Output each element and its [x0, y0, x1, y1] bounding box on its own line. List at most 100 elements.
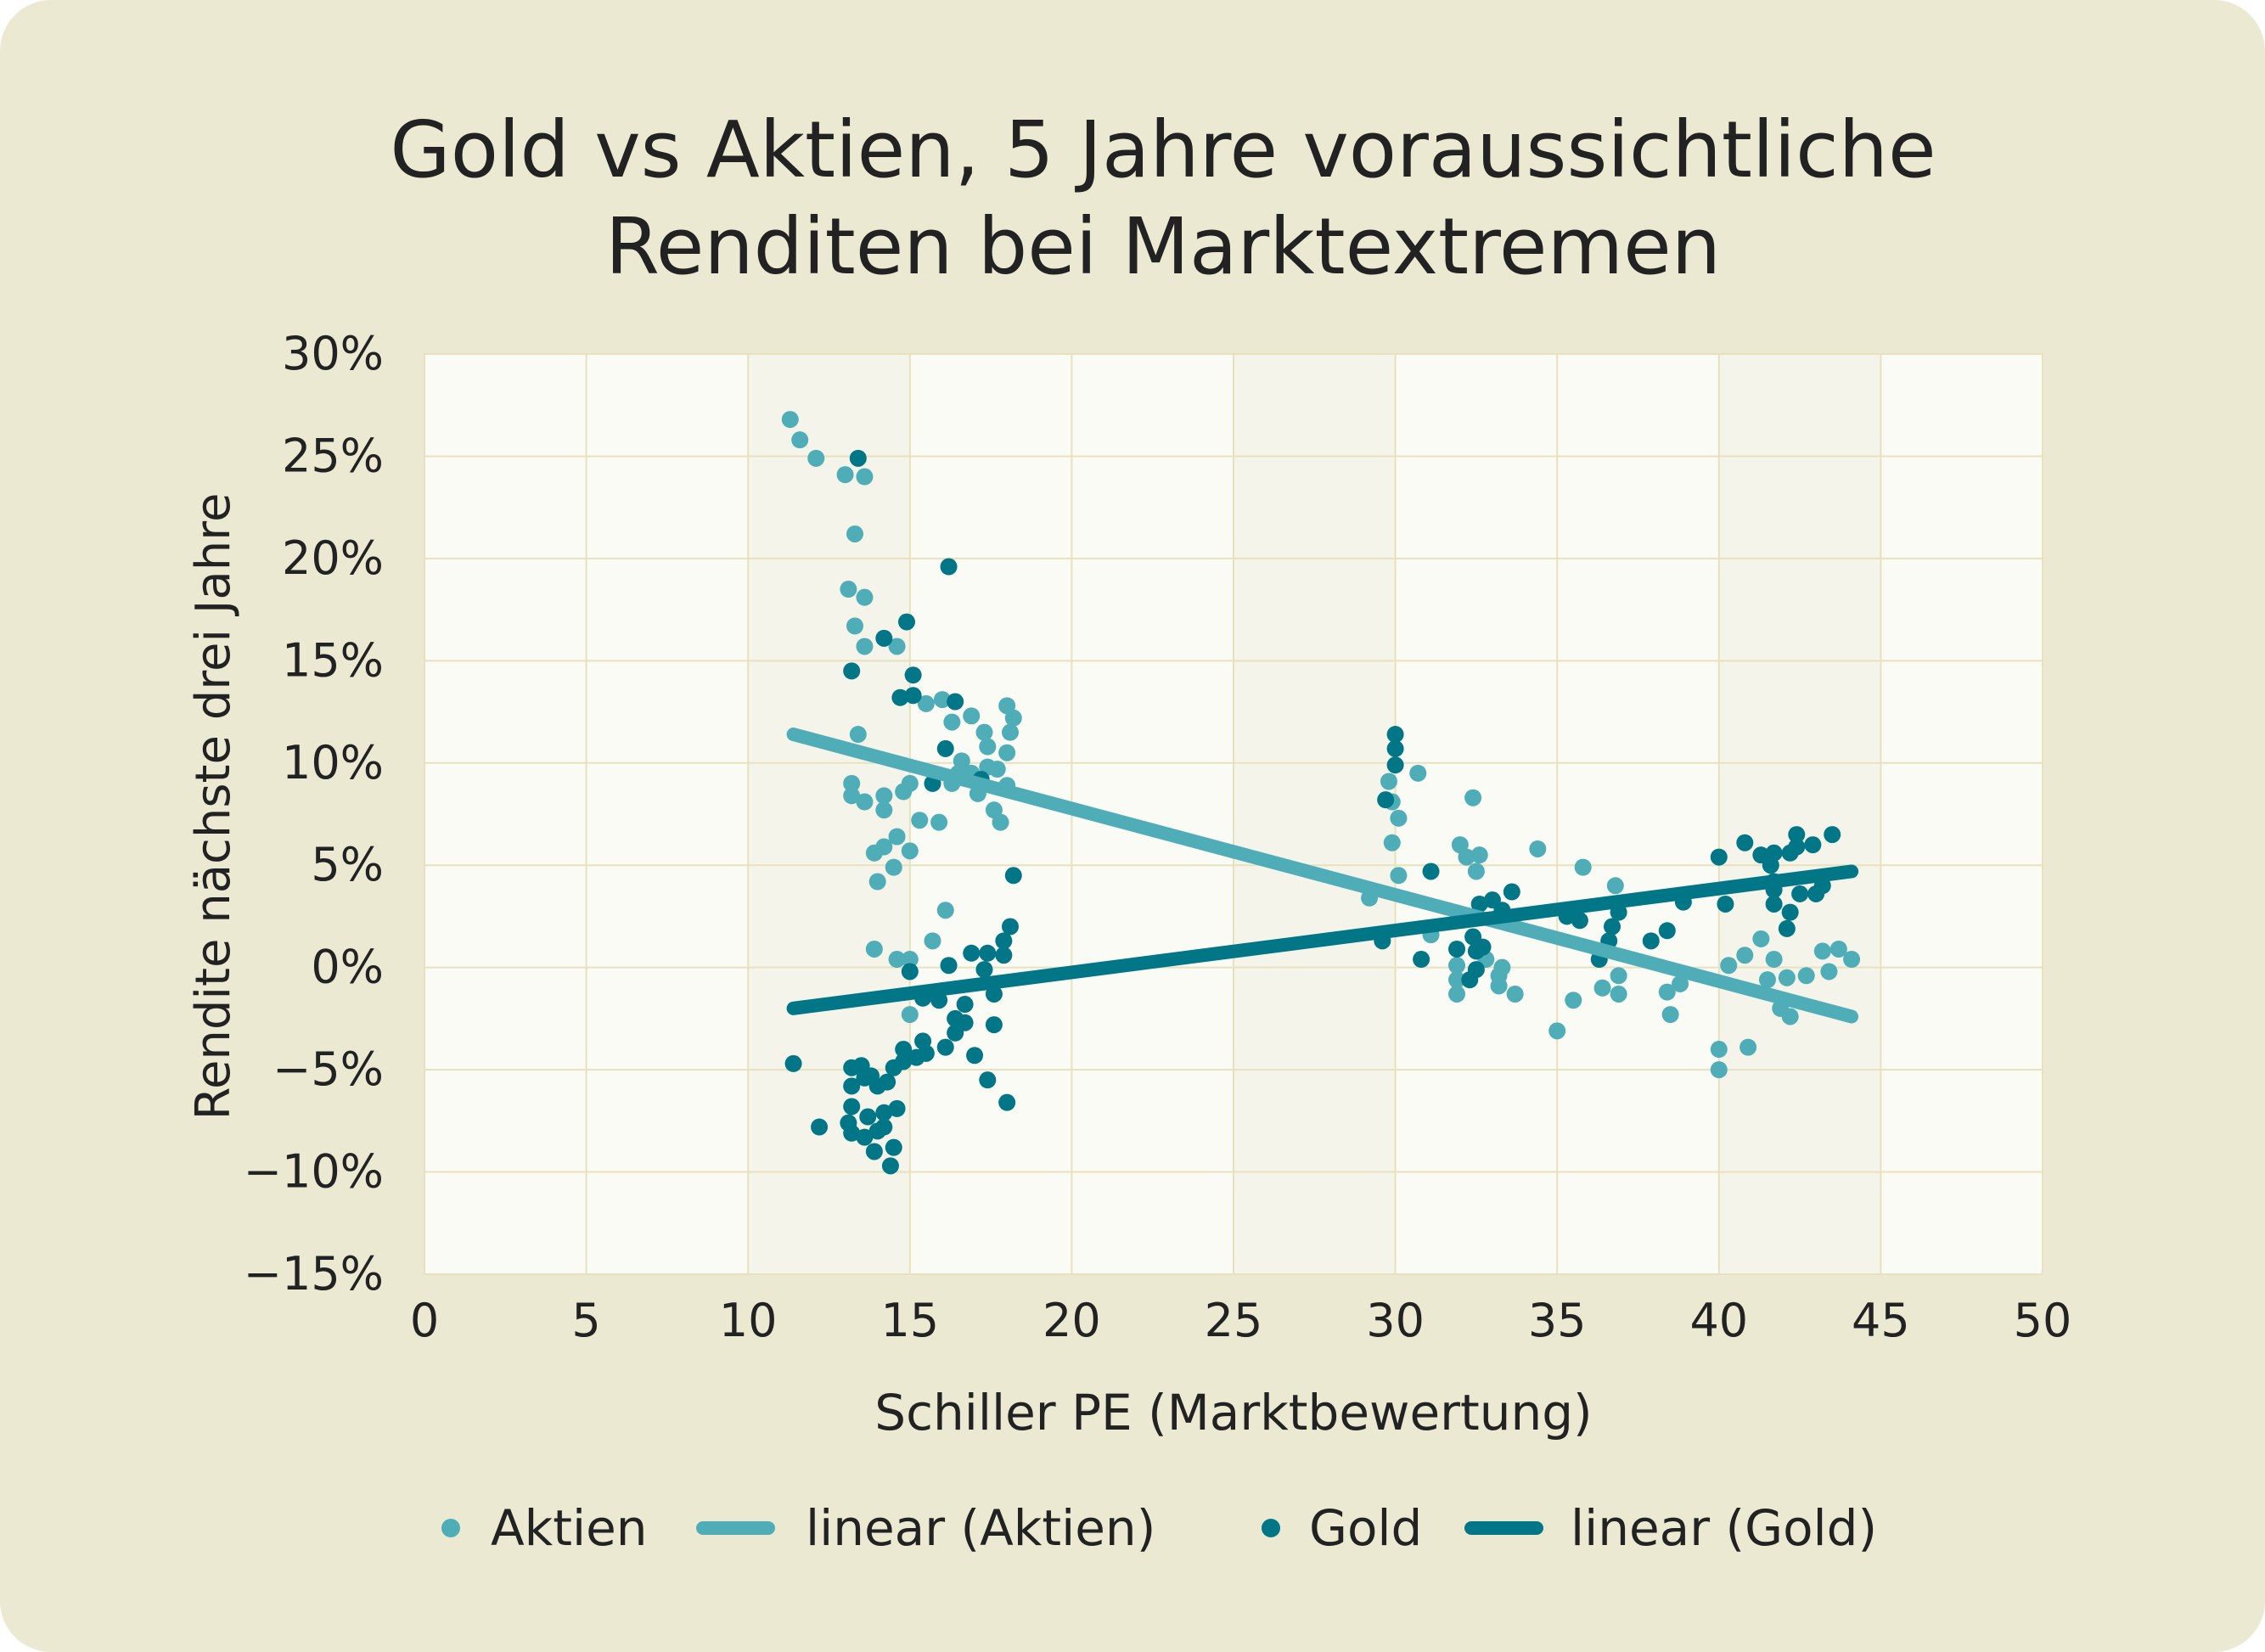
gold-point [1386, 726, 1404, 744]
gold-point [995, 947, 1013, 964]
aktien-point [1470, 846, 1488, 864]
y-axis-label: Rendite nächste drei Jahre [186, 493, 241, 1121]
legend-label-aktien: Aktien [491, 1499, 648, 1557]
aktien-point [975, 723, 993, 741]
aktien-point [1829, 940, 1847, 958]
gold-point [881, 1157, 899, 1175]
aktien-point [911, 812, 929, 829]
x-tick-label: 45 [1852, 1294, 1910, 1347]
gold-point [917, 1044, 935, 1062]
gold-point [975, 961, 993, 979]
gold-point [1474, 938, 1492, 956]
aktien-point [1390, 809, 1408, 827]
y-tick-label: 15% [282, 633, 384, 687]
aktien-point [836, 466, 854, 484]
aktien-point [791, 431, 809, 449]
aktien-point [856, 793, 874, 811]
chart-title-line-2: Renditen bei Marktextremen [605, 201, 1721, 292]
aktien-point [1490, 977, 1508, 995]
x-tick-label: 0 [410, 1294, 439, 1347]
gold-point [995, 932, 1013, 950]
x-axis-label: Schiller PE (Marktbewertung) [874, 1384, 1592, 1441]
gold-point [843, 662, 861, 680]
y-tick-label: 30% [282, 327, 384, 380]
aktien-point [988, 761, 1006, 778]
aktien-point [849, 726, 867, 744]
aktien-point [1448, 971, 1466, 989]
y-tick-label: 20% [282, 531, 384, 585]
gold-point [843, 1098, 861, 1115]
gold-point [1781, 903, 1799, 921]
gold-point [979, 1071, 997, 1089]
aktien-point [1843, 951, 1861, 969]
x-tick-label: 5 [571, 1294, 600, 1347]
gold-point [1422, 863, 1440, 880]
legend-label-linear-gold: linear (Gold) [1571, 1499, 1877, 1557]
aktien-point [843, 774, 861, 792]
gold-point [1503, 883, 1520, 901]
aktien-point [901, 951, 919, 969]
gold-point [1386, 756, 1404, 774]
aktien-point [875, 838, 893, 856]
gold-point [1804, 836, 1822, 854]
gold-point [811, 1118, 829, 1136]
aktien-point [1661, 1006, 1679, 1024]
gold-point [895, 1053, 913, 1070]
gold-point [1791, 885, 1809, 902]
aktien-point [901, 1006, 919, 1024]
aktien-point [901, 842, 919, 860]
aktien-point [1565, 992, 1582, 1009]
aktien-point [1493, 958, 1511, 976]
gold-point [1004, 867, 1022, 885]
aktien-point [865, 940, 883, 958]
gold-point [1571, 912, 1588, 930]
gold-point [1736, 834, 1754, 851]
aktien-point [1658, 983, 1676, 1001]
aktien-point [930, 813, 948, 831]
aktien-point [888, 638, 906, 655]
gold-point [856, 1128, 874, 1146]
trendline-gold [786, 864, 1859, 1015]
aktien-point [1710, 1061, 1728, 1079]
y-tick-label: 5% [311, 838, 384, 891]
aktien-point [1383, 834, 1401, 851]
aktien-point [933, 691, 951, 709]
x-tick-label: 30 [1366, 1294, 1425, 1347]
trendline-aktien [786, 728, 1859, 1024]
gold-point [843, 1077, 861, 1095]
aktien-point [1797, 967, 1815, 985]
y-tick-label: 0% [311, 941, 384, 994]
aktien-point [1409, 764, 1427, 782]
aktien-point [1529, 840, 1547, 857]
aktien-point [856, 468, 874, 486]
grid-lines [424, 353, 2043, 1275]
aktien-point [1739, 1038, 1757, 1056]
gold-point [1788, 838, 1806, 856]
aktien-point [843, 787, 861, 805]
gold-point [936, 739, 954, 757]
gold-point [1413, 951, 1430, 969]
gold-point [895, 1041, 913, 1059]
aktien-point [846, 617, 863, 635]
gold-point [1604, 918, 1621, 936]
aktien-point [1813, 942, 1831, 960]
aktien-point [901, 774, 919, 792]
plot-band [1234, 354, 1396, 1274]
y-tick-label: −5% [273, 1042, 384, 1096]
gold-point [1717, 895, 1734, 913]
gold-point [849, 449, 867, 467]
gold-point [1658, 922, 1676, 940]
aktien-point [1593, 979, 1611, 997]
aktien-point [1778, 969, 1796, 986]
aktien-point [1758, 971, 1776, 989]
aktien-point [1448, 957, 1466, 975]
aktien-point [917, 694, 935, 712]
x-tick-label: 25 [1205, 1294, 1263, 1347]
aktien-point [1752, 930, 1770, 947]
aktien-point [885, 858, 902, 876]
chart-title-line-1: Gold vs Aktien, 5 Jahre voraussichtliche [390, 104, 1936, 195]
legend-marker-aktien [441, 1519, 460, 1537]
gold-point [865, 1143, 883, 1160]
aktien-point [1765, 951, 1783, 969]
